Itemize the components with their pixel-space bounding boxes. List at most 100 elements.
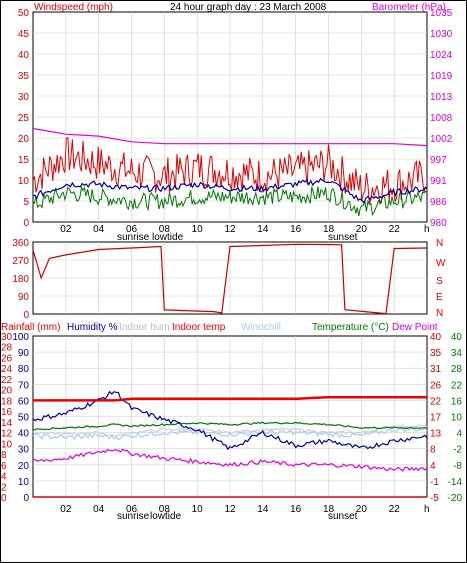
tick-label-temp-outer: -8 (453, 461, 462, 472)
tick-label-rainfall: 0 (1, 493, 7, 504)
tick-label-barometer: 1013 (430, 92, 453, 103)
tick-label-temp-inner: -1 (430, 477, 439, 488)
series-indoor-temp (33, 395, 427, 402)
tick-label-barometer: 1035 (430, 8, 453, 19)
tick-label-rainfall: 26 (1, 353, 13, 364)
tick-label-temp-inner: 8 (430, 445, 436, 456)
tick-label-temp-outer: -20 (448, 493, 463, 504)
tick-label-barometer: 986 (430, 197, 447, 208)
tick-label-temp-outer: 34 (451, 348, 463, 359)
x-tick-label: 10 (192, 224, 204, 235)
tick-label-direction: 270 (12, 256, 29, 267)
tick-label-barometer: 980 (430, 218, 447, 229)
tick-label-windspeed: 10 (18, 176, 30, 187)
legend-indoor-hum: Indoor hum (119, 322, 170, 333)
tick-label-temp-outer: 10 (451, 413, 463, 424)
tick-label-windspeed: 35 (18, 71, 30, 82)
tick-label-temp-outer: -14 (448, 477, 463, 488)
x-tick-label: 20 (356, 224, 368, 235)
tick-label-rainfall: 24 (1, 364, 13, 375)
tick-label-rainfall: 20 (1, 386, 13, 397)
legend-dew-point: Dew Point (392, 322, 438, 333)
x-tick-label: 20 (356, 504, 368, 515)
tick-label-windspeed: 30 (18, 92, 30, 103)
graph-title: 24 hour graph day : 23 March 2008 (170, 2, 327, 13)
tick-label-barometer: 1019 (430, 71, 453, 82)
tick-label-rainfall: 4 (1, 472, 7, 483)
compass-label: N (436, 238, 443, 249)
tick-label-windspeed: 20 (18, 134, 30, 145)
series-humidity (32, 390, 428, 451)
tick-label-temp-outer: 4 (456, 429, 462, 440)
tick-label-direction: 0 (23, 310, 29, 321)
tick-label-direction: 180 (12, 274, 29, 285)
compass-label: N (436, 308, 443, 319)
tick-label-temp-outer: 40 (451, 332, 463, 343)
series-wind-gust (32, 136, 428, 206)
tick-label-humidity: 40 (18, 429, 30, 440)
x-tick-label: 06 (126, 504, 138, 515)
tick-label-temp-inner: 35 (430, 348, 442, 359)
x-unit-label: h (424, 504, 430, 515)
tick-label-rainfall: 6 (1, 461, 7, 472)
annotation-sunrise: sunrise (117, 511, 150, 522)
tick-label-rainfall: 18 (1, 396, 13, 407)
legend-indoor-temp: Indoor temp (172, 322, 226, 333)
tick-label-humidity: 90 (18, 348, 30, 359)
tick-label-rainfall: 22 (1, 375, 13, 386)
annotation-sunrise: sunrise (117, 232, 150, 243)
tick-label-windspeed: 5 (23, 197, 29, 208)
annotation-lowtide: lowtide (150, 511, 182, 522)
tick-label-humidity: 50 (18, 413, 30, 424)
x-tick-label: 14 (257, 504, 269, 515)
tick-label-temp-inner: 22 (430, 396, 442, 407)
tick-label-humidity: 100 (12, 332, 29, 343)
tick-label-rainfall: 2 (1, 482, 7, 493)
x-tick-label: 04 (93, 224, 105, 235)
tick-label-temp-outer: 28 (451, 364, 463, 375)
tick-label-temp-inner: 17 (430, 413, 442, 424)
tick-label-barometer: 1008 (430, 113, 453, 124)
series-temperature (32, 421, 428, 431)
tick-label-windspeed: 50 (18, 8, 30, 19)
x-tick-label: 10 (192, 504, 204, 515)
tick-label-humidity: 0 (23, 493, 29, 504)
tick-label-temp-outer: 16 (451, 396, 463, 407)
windspeed-label: Windspeed (mph) (34, 2, 113, 13)
tick-label-temp-inner: 31 (430, 364, 442, 375)
barometer-label: Barometer (hPa) (372, 2, 446, 13)
tick-label-barometer: 1024 (430, 50, 453, 61)
legend-temperature: Temperature (°C) (312, 322, 389, 333)
series-barometer (32, 127, 428, 147)
x-tick-label: 12 (224, 224, 236, 235)
compass-label: E (436, 292, 443, 303)
tick-label-rainfall: 30 (1, 332, 13, 343)
tick-label-direction: 360 (12, 238, 29, 249)
tick-label-windspeed: 45 (18, 29, 30, 40)
tick-label-barometer: 991 (430, 176, 447, 187)
x-tick-label: 02 (60, 504, 72, 515)
tick-label-rainfall: 16 (1, 407, 13, 418)
series-windchill (32, 426, 428, 441)
x-tick-label: 02 (60, 224, 72, 235)
tick-label-rainfall: 8 (1, 450, 7, 461)
legend-humidity: Humidity % (67, 322, 118, 333)
tick-label-windspeed: 25 (18, 113, 30, 124)
legend-rainfall: Rainfall (mm) (1, 322, 60, 333)
tick-label-rainfall: 12 (1, 429, 13, 440)
tick-label-rainfall: 10 (1, 439, 13, 450)
legend-windchill: Windchill (241, 322, 281, 333)
tick-label-direction: 90 (18, 292, 30, 303)
tick-label-temp-inner: -5 (430, 493, 439, 504)
tick-label-humidity: 10 (18, 477, 30, 488)
tick-label-windspeed: 15 (18, 155, 30, 166)
x-unit-label: h (424, 224, 430, 235)
x-tick-label: 18 (323, 504, 335, 515)
compass-label: W (436, 258, 446, 269)
tick-label-humidity: 30 (18, 445, 30, 456)
tick-label-humidity: 70 (18, 380, 30, 391)
tick-label-humidity: 80 (18, 364, 30, 375)
x-tick-label: 06 (126, 224, 138, 235)
tick-label-temp-inner: 4 (430, 461, 436, 472)
